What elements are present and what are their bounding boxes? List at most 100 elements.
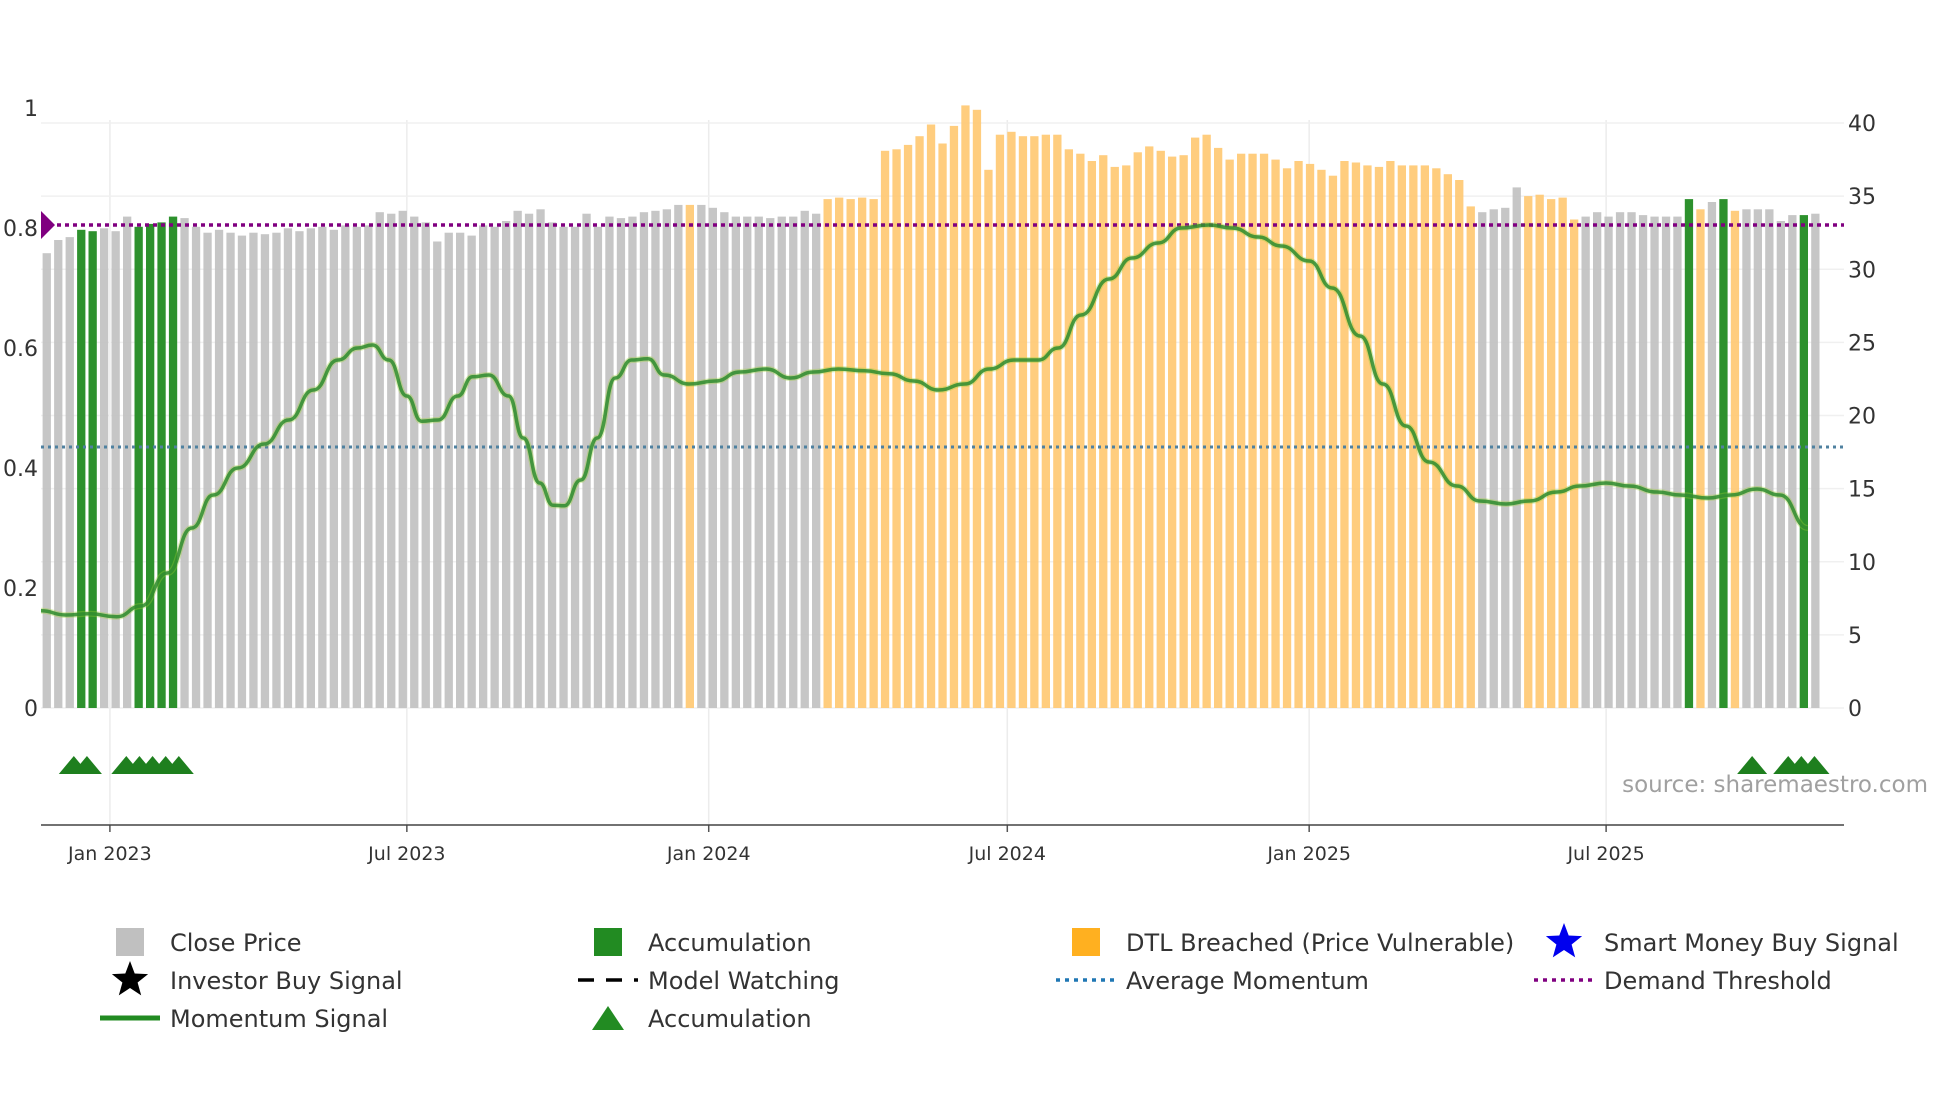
close-price-bar: [65, 237, 74, 708]
close-price-bar: [398, 210, 407, 709]
accumulation-triangles: [58, 756, 1830, 774]
legend-item: Close Price: [116, 928, 302, 957]
close-price-bar: [754, 216, 763, 708]
left-tick-label: 0.8: [3, 217, 38, 242]
dtl-breached-bar: [1397, 165, 1406, 708]
dtl-breached-bar: [1248, 153, 1257, 708]
axis-ticks: Jan 2023 Jul 2023 Jan 2024 Jul 2024 Jan 2025…: [3, 97, 1876, 865]
legend-swatch: [594, 928, 622, 956]
dtl-breached-bar: [1386, 161, 1395, 708]
dtl-breached-bar: [915, 136, 924, 708]
right-tick-label: 10: [1848, 551, 1876, 576]
close-price-bar: [800, 210, 809, 709]
close-price-bar: [214, 229, 224, 709]
bars: [42, 105, 1820, 709]
right-tick-label: 35: [1848, 185, 1876, 210]
close-price-bar: [1776, 221, 1785, 708]
right-tick-label: 25: [1848, 331, 1876, 356]
dtl-breached-bar: [1041, 134, 1050, 708]
legend-item: Accumulation: [592, 1005, 812, 1033]
legend-star-icon: [1545, 923, 1583, 958]
legend-label: Model Watching: [648, 967, 840, 995]
momentum-signal: [40, 221, 1809, 620]
dtl-breached-bar: [1087, 161, 1096, 708]
close-price-bar: [1811, 213, 1820, 708]
legend-item: DTL Breached (Price Vulnerable): [1072, 928, 1514, 957]
close-price-bar: [1650, 216, 1659, 708]
dtl-breached-bar: [984, 169, 993, 709]
close-price-bar: [1478, 212, 1487, 708]
close-price-bar: [467, 235, 476, 708]
legend-item: Accumulation: [594, 928, 812, 957]
close-price-bar: [306, 228, 315, 709]
legend-label: Momentum Signal: [170, 1005, 388, 1033]
right-tick-label: 0: [1848, 697, 1862, 722]
accumulation-triangle: [1737, 756, 1768, 774]
legend-swatch: [116, 928, 144, 956]
dtl-breached-bar: [1202, 134, 1211, 708]
close-price-bar: [1501, 207, 1510, 709]
close-price-bar: [283, 228, 293, 709]
dtl-breached-bar: [1018, 136, 1028, 708]
dtl-breached-bar: [1524, 196, 1533, 708]
dtl-breached-bar: [1007, 131, 1016, 709]
close-price-bar: [651, 210, 660, 709]
dtl-breached-bar: [1064, 149, 1073, 709]
dtl-breached-bar: [1030, 136, 1039, 708]
legend-item: Demand Threshold: [1534, 967, 1832, 995]
dtl-breached-bar: [835, 197, 844, 708]
dtl-breached-bar: [880, 150, 890, 709]
dtl-breached-bar: [1110, 166, 1119, 708]
legend-triangle-icon: [592, 1006, 624, 1030]
close-price-bar: [547, 222, 557, 708]
close-price-bar: [1489, 209, 1498, 709]
close-price-bar: [582, 213, 591, 708]
reference-lines: [41, 211, 1844, 449]
left-tick-label: 1: [24, 97, 38, 122]
dtl-breached-bar: [1328, 175, 1338, 708]
close-price-bar: [490, 226, 499, 709]
dtl-breached-bar: [1570, 219, 1579, 708]
right-tick-label: 5: [1848, 624, 1862, 649]
left-tick-label: 0.4: [3, 457, 38, 482]
legend-label: DTL Breached (Price Vulnerable): [1126, 929, 1514, 957]
dtl-breached-bar: [949, 125, 959, 708]
dtl-breached-bar: [1443, 174, 1452, 708]
close-price-bar: [789, 216, 798, 708]
legend-item: Smart Money Buy Signal: [1545, 923, 1899, 958]
dtl-breached-bar: [1122, 165, 1131, 708]
dtl-breached-bar: [1282, 168, 1292, 709]
dtl-breached-bar: [892, 149, 901, 709]
close-price-bar: [456, 232, 465, 708]
dtl-breached-bar: [1305, 163, 1315, 708]
dtl-breached-bar: [938, 143, 947, 708]
close-price-bar: [524, 213, 534, 708]
x-tick-label: Jan 2024: [666, 843, 751, 865]
close-price-bar: [536, 209, 545, 709]
close-price-bar: [364, 225, 373, 708]
x-tick-label: Jul 2025: [1566, 843, 1644, 865]
close-price-bar: [1627, 212, 1636, 708]
dtl-breached-bar: [1145, 146, 1154, 708]
close-price-bar: [341, 225, 350, 708]
close-price-bar: [433, 241, 442, 708]
close-price-bar: [100, 228, 109, 709]
source-label: source: sharemaestro.com: [1622, 772, 1928, 798]
close-price-bar: [1707, 202, 1717, 708]
dtl-breached-bar: [1730, 210, 1740, 709]
close-price-bar: [1742, 209, 1751, 709]
dtl-breached-bar: [903, 144, 913, 708]
x-tick-label: Jan 2025: [1266, 843, 1351, 865]
dtl-breached-bar: [869, 199, 878, 708]
close-price-bar: [375, 212, 384, 708]
legend-swatch: [1072, 928, 1100, 956]
dtl-breached-bar: [823, 199, 832, 708]
accumulation-bar: [77, 229, 86, 709]
close-price-bar: [1673, 216, 1682, 708]
close-price-bar: [329, 229, 338, 709]
legend-item: Average Momentum: [1056, 967, 1369, 995]
close-price-bar: [766, 218, 775, 708]
dtl-breached-bar: [1696, 209, 1705, 709]
close-price-bar: [387, 213, 396, 708]
close-price-bar: [1638, 215, 1648, 708]
